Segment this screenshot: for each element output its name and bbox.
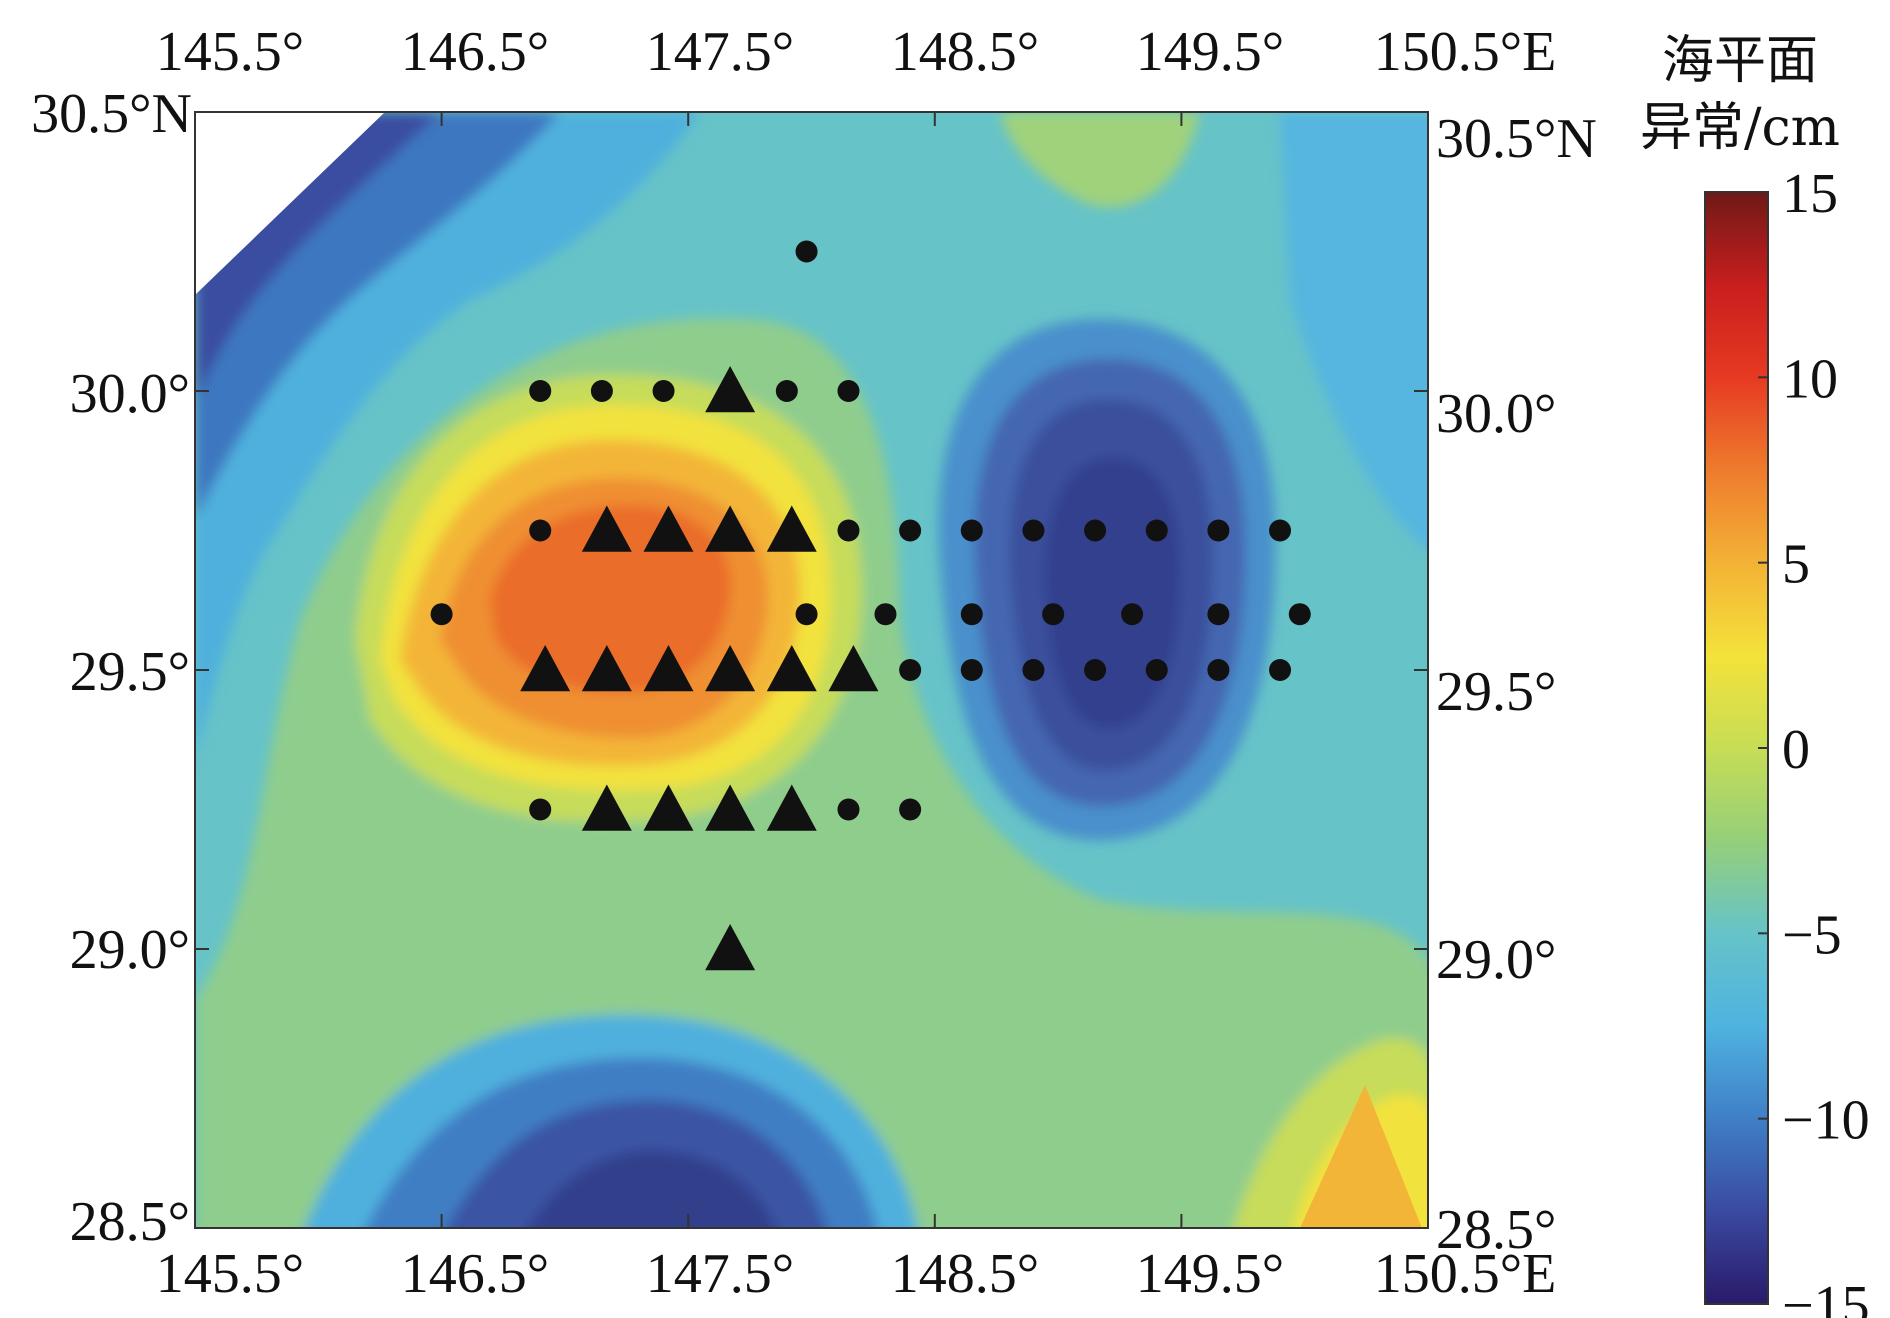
bottom-lon-label-5: 150.5°E bbox=[1374, 1243, 1557, 1305]
station-circle-2 bbox=[590, 380, 613, 402]
colorbar-title-line2: 异常/cm bbox=[1640, 98, 1840, 158]
colorbar-tick-label-3: 0 bbox=[1782, 719, 1810, 781]
colorbar-tick-label-5: −10 bbox=[1782, 1090, 1870, 1152]
axis-tickmarks bbox=[194, 111, 1429, 1229]
no-data-region bbox=[195, 112, 385, 295]
station-circle-25 bbox=[1022, 659, 1045, 681]
station-triangle-14 bbox=[766, 784, 817, 831]
station-circle-11 bbox=[1084, 519, 1107, 542]
bottom-longitude-labels: 145.5° 146.5° 147.5° 148.5° 149.5° 150.5°E bbox=[156, 1243, 1557, 1305]
station-circle-30 bbox=[529, 798, 552, 821]
station-triangle-6 bbox=[581, 645, 632, 692]
station-circle-26 bbox=[1084, 659, 1107, 681]
station-circle-6 bbox=[529, 519, 552, 542]
top-lon-label-2: 147.5° bbox=[646, 21, 794, 83]
bottom-lon-label-0: 145.5° bbox=[156, 1243, 304, 1305]
right-lat-label-1: 30.0° bbox=[1436, 383, 1556, 445]
station-circle-23 bbox=[899, 659, 922, 681]
bottom-lon-label-3: 148.5° bbox=[891, 1243, 1039, 1305]
station-circle-8 bbox=[899, 519, 922, 542]
colorbar-tick-label-1: 10 bbox=[1782, 348, 1838, 410]
station-triangle-8 bbox=[705, 645, 756, 692]
station-circle-13 bbox=[1207, 519, 1230, 542]
station-circle-12 bbox=[1145, 519, 1168, 542]
colorbar-ticks: 15 10 5 0 −5 −10 −15 bbox=[1758, 163, 1870, 1318]
station-circle-0 bbox=[795, 240, 818, 263]
station-triangle-9 bbox=[766, 645, 817, 692]
station-triangle-3 bbox=[705, 505, 756, 552]
station-circle-5 bbox=[837, 380, 860, 402]
left-lat-label-1: 30.0° bbox=[70, 363, 190, 425]
left-lat-label-2: 29.5° bbox=[70, 641, 190, 703]
right-lat-label-0: 30.5°N bbox=[1436, 108, 1597, 170]
warm-patch-se bbox=[1300, 1085, 1422, 1228]
station-circle-32 bbox=[899, 798, 922, 821]
station-circle-4 bbox=[775, 380, 798, 402]
station-triangle-13 bbox=[705, 784, 756, 831]
bottom-lon-label-4: 149.5° bbox=[1136, 1243, 1284, 1305]
top-lon-label-3: 148.5° bbox=[891, 21, 1039, 83]
station-circle-18 bbox=[960, 603, 983, 626]
left-lat-label-4: 28.5° bbox=[70, 1191, 190, 1253]
station-circle-1 bbox=[529, 380, 552, 402]
station-circle-29 bbox=[1269, 659, 1292, 681]
colorbar-tick-label-2: 5 bbox=[1782, 534, 1810, 596]
right-latitude-labels: 30.5°N 30.0° 29.5° 29.0° 28.5° bbox=[1436, 108, 1597, 1261]
right-lat-label-4: 28.5° bbox=[1436, 1199, 1556, 1261]
station-circle-14 bbox=[1269, 519, 1292, 542]
station-triangle-15 bbox=[705, 924, 756, 971]
colorbar-tick-label-0: 15 bbox=[1782, 163, 1838, 225]
top-lon-label-5: 150.5°E bbox=[1374, 21, 1557, 83]
colorbar-tick-label-6: −15 bbox=[1782, 1275, 1870, 1318]
station-triangle-4 bbox=[766, 505, 817, 552]
station-circle-7 bbox=[837, 519, 860, 542]
station-circle-19 bbox=[1042, 603, 1065, 626]
station-circle-17 bbox=[874, 603, 897, 626]
station-triangle-7 bbox=[643, 645, 694, 692]
colorbar-title-line1: 海平面 bbox=[1662, 31, 1818, 91]
station-circle-31 bbox=[837, 798, 860, 821]
station-triangle-0 bbox=[705, 366, 756, 413]
bottom-lon-label-2: 147.5° bbox=[646, 1243, 794, 1305]
right-lat-label-2: 29.5° bbox=[1436, 661, 1556, 723]
station-triangle-10 bbox=[828, 645, 879, 692]
left-lat-label-0: 30.5°N bbox=[31, 83, 192, 145]
left-latitude-labels: 30.5°N 30.0° 29.5° 29.0° 28.5° bbox=[31, 83, 192, 1253]
colorbar-tick-label-4: −5 bbox=[1782, 904, 1842, 966]
station-circle-21 bbox=[1207, 603, 1230, 626]
top-lon-label-0: 145.5° bbox=[156, 21, 304, 83]
top-longitude-labels: 145.5° 146.5° 147.5° 148.5° 149.5° 150.5°E bbox=[156, 21, 1557, 83]
station-triangle-1 bbox=[581, 505, 632, 552]
bottom-lon-label-1: 146.5° bbox=[401, 1243, 549, 1305]
station-circle-20 bbox=[1121, 603, 1144, 626]
colorbar-scale bbox=[1704, 191, 1769, 1305]
station-circle-28 bbox=[1207, 659, 1230, 681]
top-lon-label-4: 149.5° bbox=[1136, 21, 1284, 83]
station-circle-9 bbox=[960, 519, 983, 542]
station-triangle-12 bbox=[643, 784, 694, 831]
station-circle-10 bbox=[1022, 519, 1045, 542]
station-circle-15 bbox=[430, 603, 453, 626]
colorbar: 海平面 异常/cm 15 10 5 0 −5 −10 −15 bbox=[1640, 31, 1870, 1318]
station-triangle-11 bbox=[581, 784, 632, 831]
right-lat-label-3: 29.0° bbox=[1436, 929, 1556, 991]
left-lat-label-3: 29.0° bbox=[70, 919, 190, 981]
station-triangle-2 bbox=[643, 505, 694, 552]
station-circle-3 bbox=[652, 380, 675, 402]
station-triangle-5 bbox=[520, 645, 571, 692]
station-circle-27 bbox=[1145, 659, 1168, 681]
top-lon-label-1: 146.5° bbox=[401, 21, 549, 83]
station-markers bbox=[430, 240, 1311, 971]
anomaly-field bbox=[195, 112, 1428, 1228]
station-circle-24 bbox=[960, 659, 983, 681]
station-circle-16 bbox=[795, 603, 818, 626]
station-circle-22 bbox=[1288, 603, 1311, 626]
